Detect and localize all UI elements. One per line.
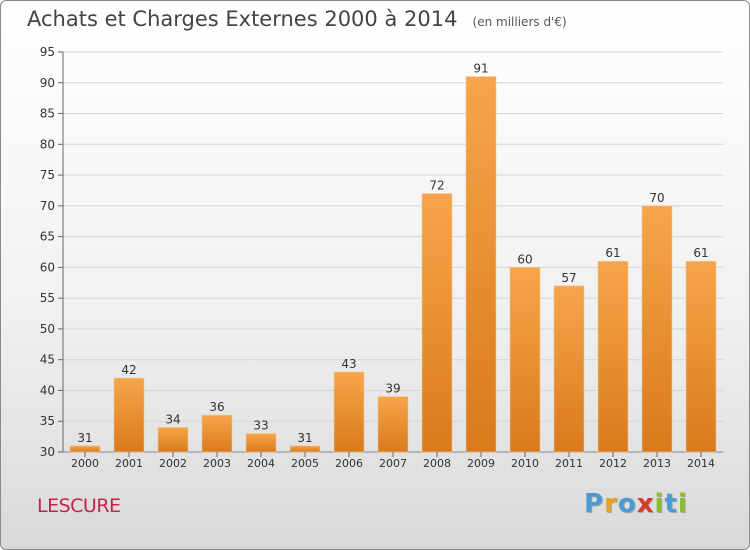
bar-2007 <box>377 396 409 453</box>
x-tick-label: 2003 <box>203 457 231 470</box>
bar-2014 <box>685 260 717 453</box>
bar-2002 <box>157 427 189 453</box>
bar-2011 <box>553 285 585 453</box>
bar-value-label: 31 <box>77 431 92 445</box>
x-tick-label: 2002 <box>159 457 187 470</box>
bar-2006 <box>333 371 365 453</box>
x-tick-label: 2004 <box>247 457 275 470</box>
bar-2013 <box>641 205 673 453</box>
bar-value-label: 42 <box>121 363 136 377</box>
y-tick-label: 95 <box>40 45 55 59</box>
y-tick-label: 55 <box>40 291 55 305</box>
bar-2000 <box>69 445 101 453</box>
y-tick-label: 80 <box>40 137 55 151</box>
x-tick-label: 2013 <box>643 457 671 470</box>
bar-2012 <box>597 260 629 453</box>
logo-letter: P <box>584 489 605 519</box>
logo-letter: i <box>677 489 688 519</box>
logo-letter: x <box>636 489 655 519</box>
chart-title: Achats et Charges Externes 2000 à 2014 <box>27 7 458 31</box>
bar-value-label: 43 <box>341 357 356 371</box>
bar-value-label: 70 <box>649 191 664 205</box>
y-tick-label: 40 <box>40 383 55 397</box>
place-name: LESCURE <box>37 495 121 517</box>
bar-value-label: 57 <box>561 271 576 285</box>
bar-2003 <box>201 414 233 453</box>
bar-value-label: 36 <box>209 400 224 414</box>
bar-value-label: 34 <box>165 412 180 426</box>
logo-letter: o <box>617 489 637 519</box>
bar-2004 <box>245 433 277 453</box>
x-axis-ticks: 2000 2001 2002 2003 2004 2005 2006 2007 2008 2009… <box>71 452 715 470</box>
proxiti-logo: Proxiti <box>584 489 688 519</box>
bar-value-label: 39 <box>385 382 400 396</box>
y-tick-label: 50 <box>40 322 55 336</box>
logo-letter: r <box>604 489 618 519</box>
x-tick-label: 2007 <box>379 457 407 470</box>
chart-subtitle: (en milliers d'€) <box>472 15 567 29</box>
x-tick-label: 2011 <box>555 457 583 470</box>
y-tick-label: 45 <box>40 353 55 367</box>
bar-value-label: 91 <box>473 62 488 76</box>
bar-2008 <box>421 193 453 453</box>
bar-value-label: 60 <box>517 252 532 266</box>
bar-value-label: 72 <box>429 179 444 193</box>
x-tick-label: 2006 <box>335 457 363 470</box>
x-tick-label: 2000 <box>71 457 99 470</box>
bar-2010 <box>509 267 541 453</box>
title-row: Achats et Charges Externes 2000 à 2014 (… <box>27 7 567 31</box>
bar-value-label: 31 <box>297 431 312 445</box>
bar-2005 <box>289 445 321 453</box>
y-tick-label: 75 <box>40 168 55 182</box>
x-tick-label: 2005 <box>291 457 319 470</box>
logo-letter: i <box>654 489 665 519</box>
y-tick-label: 60 <box>40 260 55 274</box>
logo-letter: t <box>664 489 678 519</box>
y-tick-label: 65 <box>40 230 55 244</box>
bar-value-label: 33 <box>253 419 268 433</box>
bar-2001 <box>113 377 145 453</box>
y-tick-label: 35 <box>40 414 55 428</box>
x-tick-label: 2014 <box>687 457 715 470</box>
y-tick-label: 90 <box>40 76 55 90</box>
bar-value-label: 61 <box>693 246 708 260</box>
x-tick-label: 2012 <box>599 457 627 470</box>
x-tick-label: 2009 <box>467 457 495 470</box>
y-tick-label: 85 <box>40 107 55 121</box>
bars: 31 42 34 36 33 31 43 39 72 91 60 57 61 70 61 <box>69 62 717 453</box>
bar-2009 <box>465 76 497 453</box>
y-tick-label: 30 <box>40 445 55 459</box>
x-tick-label: 2010 <box>511 457 539 470</box>
x-tick-label: 2001 <box>115 457 143 470</box>
bar-value-label: 61 <box>605 246 620 260</box>
x-tick-label: 2008 <box>423 457 451 470</box>
y-tick-label: 70 <box>40 199 55 213</box>
